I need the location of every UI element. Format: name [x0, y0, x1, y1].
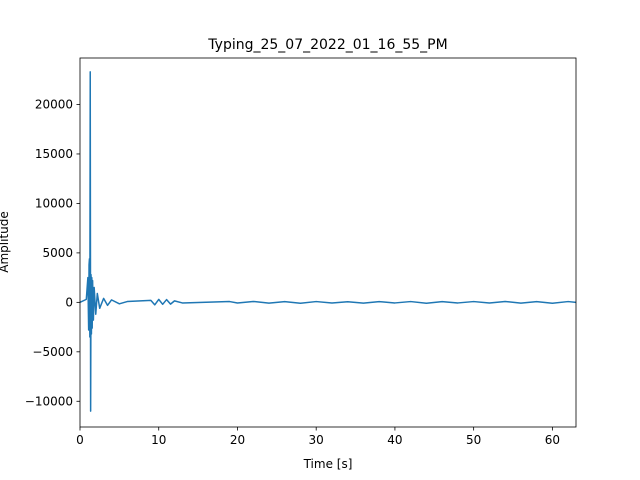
series-group	[80, 71, 576, 412]
plot-area: 0 10 20 30 40 50 60 −10000 −5000 0 5000 10000 15000…	[25, 57, 577, 447]
x-tick-label: 10	[151, 433, 166, 447]
series-line	[80, 71, 576, 412]
y-tick-label: 15000	[35, 147, 73, 161]
chart-title: Typing_25_07_2022_01_16_55_PM	[207, 37, 447, 53]
y-tick-label: 20000	[35, 97, 73, 111]
x-tick-label: 60	[545, 433, 560, 447]
x-tick-label: 0	[76, 433, 84, 447]
y-tick-label: 10000	[35, 196, 73, 210]
y-axis-ticks: −10000 −5000 0 5000 10000 15000 20000	[25, 97, 80, 408]
y-tick-label: 0	[65, 295, 73, 309]
y-axis-label: Amplitude	[0, 211, 11, 273]
x-axis-label: Time [s]	[303, 457, 353, 471]
x-tick-label: 50	[466, 433, 481, 447]
x-axis-ticks: 0 10 20 30 40 50 60	[76, 427, 560, 447]
y-tick-label: −5000	[32, 345, 73, 359]
x-tick-label: 30	[309, 433, 324, 447]
x-tick-label: 20	[230, 433, 245, 447]
y-tick-label: 5000	[42, 246, 73, 260]
plot-frame	[79, 57, 577, 428]
x-tick-label: 40	[387, 433, 402, 447]
y-tick-label: −10000	[25, 394, 73, 408]
plot-background	[80, 58, 576, 427]
